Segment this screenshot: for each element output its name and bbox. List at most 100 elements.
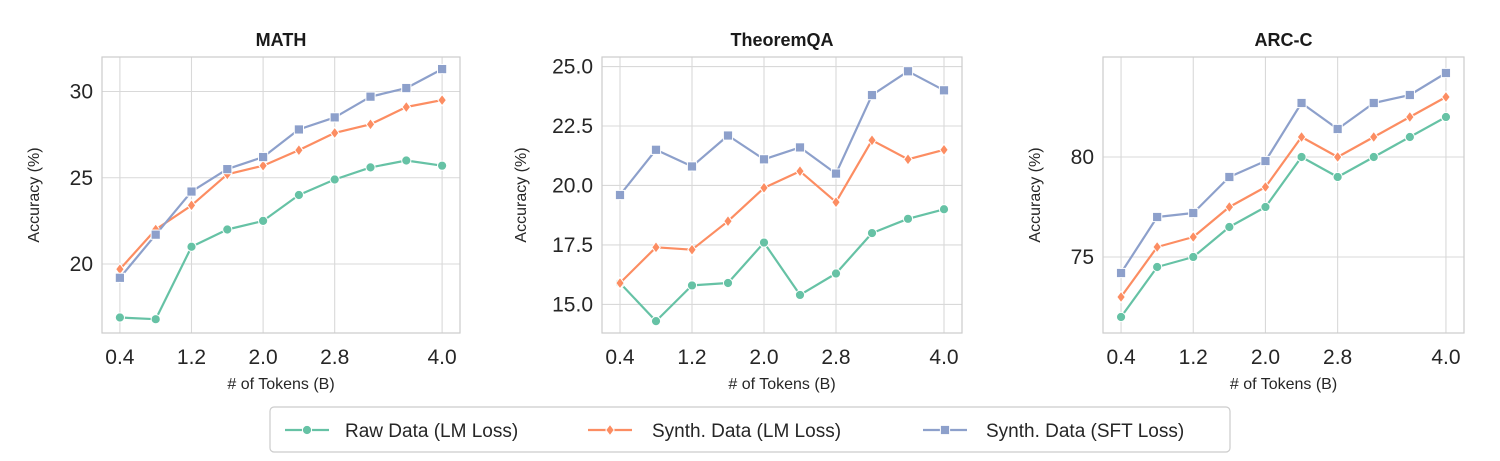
data-point [294, 143, 304, 157]
data-point [1405, 110, 1415, 124]
data-point [1368, 151, 1379, 163]
data-point [795, 164, 805, 178]
data-point [759, 181, 769, 195]
plot-frame [601, 56, 963, 334]
x-tick-label: 4.0 [1431, 346, 1460, 369]
y-tick-label: 25.0 [552, 56, 593, 79]
data-point [222, 224, 233, 235]
data-point [758, 237, 770, 248]
y-tick-label: 75 [1071, 246, 1094, 269]
data-point [903, 152, 913, 166]
data-point [938, 85, 950, 96]
data-point [650, 316, 662, 327]
data-point [293, 189, 304, 201]
data-point [722, 277, 734, 289]
data-point [866, 89, 878, 101]
x-tick-label: 2.0 [749, 346, 778, 369]
data-point [1260, 155, 1271, 167]
data-point [258, 215, 269, 226]
data-point [258, 159, 268, 173]
data-point [650, 144, 662, 155]
data-point [1296, 97, 1307, 109]
data-point [902, 66, 914, 77]
data-point [1152, 261, 1163, 273]
data-point [723, 214, 733, 228]
data-point [794, 142, 806, 153]
x-tick-label: 1.2 [177, 346, 206, 369]
x-tick-label: 1.2 [1179, 346, 1208, 369]
chart-title: MATH [256, 30, 307, 50]
data-point [1296, 130, 1307, 144]
data-point [1188, 251, 1199, 263]
x-tick-label: 0.4 [605, 346, 635, 369]
legend-label: Synth. Data (LM Loss) [652, 421, 841, 442]
data-point [186, 241, 197, 252]
data-point [329, 174, 340, 185]
data-point [150, 229, 161, 240]
data-point [686, 280, 698, 291]
data-point [401, 82, 412, 94]
data-point [1152, 211, 1163, 223]
chart-panel-3: ARC-C 0.4 1.2 2.0 2.8 4.0 75 80 # of Tokens (B) A… [1027, 30, 1465, 393]
data-point [1224, 200, 1235, 214]
data-point [1116, 290, 1126, 304]
y-axis-label: Accuracy (%) [26, 147, 43, 242]
x-tick-label: 0.4 [1106, 346, 1136, 369]
legend-marker [301, 424, 313, 436]
chart-title: TheoremQA [730, 30, 833, 50]
x-axis-label: # of Tokens (B) [227, 376, 334, 393]
y-tick-label: 15.0 [552, 293, 593, 316]
data-point [758, 154, 770, 165]
data-point [401, 100, 412, 114]
y-tick-label: 17.5 [552, 234, 593, 257]
x-tick-label: 2.8 [320, 346, 349, 369]
legend: Raw Data (LM Loss) Synth. Data (LM Loss) S… [269, 406, 1231, 453]
y-tick-label: 80 [1071, 146, 1094, 169]
data-point [1224, 221, 1235, 233]
data-point [114, 272, 126, 283]
data-point [1152, 240, 1162, 254]
data-point [794, 289, 806, 301]
data-point [114, 312, 126, 323]
y-tick-label: 25 [70, 167, 93, 190]
series-line-2 [619, 139, 945, 284]
data-point [1368, 130, 1379, 144]
y-tick-label: 20 [70, 253, 93, 276]
legend-marker [939, 424, 951, 436]
data-point [365, 117, 376, 131]
data-point [365, 162, 376, 173]
x-tick-label: 2.8 [1323, 346, 1352, 369]
x-axis-label: # of Tokens (B) [728, 376, 835, 393]
series-line-1 [1120, 116, 1447, 318]
data-point [1404, 89, 1415, 101]
legend-box [269, 406, 1231, 453]
data-point [1332, 123, 1343, 135]
x-tick-label: 2.8 [821, 346, 850, 369]
data-point [867, 133, 877, 147]
data-point [1296, 151, 1307, 163]
y-tick-label: 30 [70, 81, 93, 104]
plot-frame [1102, 56, 1465, 334]
data-point [329, 126, 340, 140]
x-tick-label: 1.2 [677, 346, 706, 369]
data-point [902, 213, 914, 224]
data-point [1115, 267, 1127, 279]
x-tick-label: 4.0 [929, 346, 958, 369]
data-point [329, 112, 340, 123]
series-line-1 [119, 159, 443, 321]
series-line-3 [119, 68, 443, 279]
data-point [1332, 171, 1343, 183]
legend-label: Synth. Data (SFT Loss) [986, 421, 1184, 442]
y-tick-label: 20.0 [552, 174, 593, 197]
y-axis-label: Accuracy (%) [513, 147, 530, 242]
legend-marker [605, 423, 615, 437]
series-line-3 [1120, 72, 1447, 274]
data-point [830, 168, 842, 179]
data-point [186, 198, 197, 212]
data-point [1188, 230, 1199, 244]
data-point [437, 93, 447, 107]
series-line-2 [1120, 96, 1447, 298]
data-point [831, 195, 841, 209]
data-point [258, 151, 269, 163]
